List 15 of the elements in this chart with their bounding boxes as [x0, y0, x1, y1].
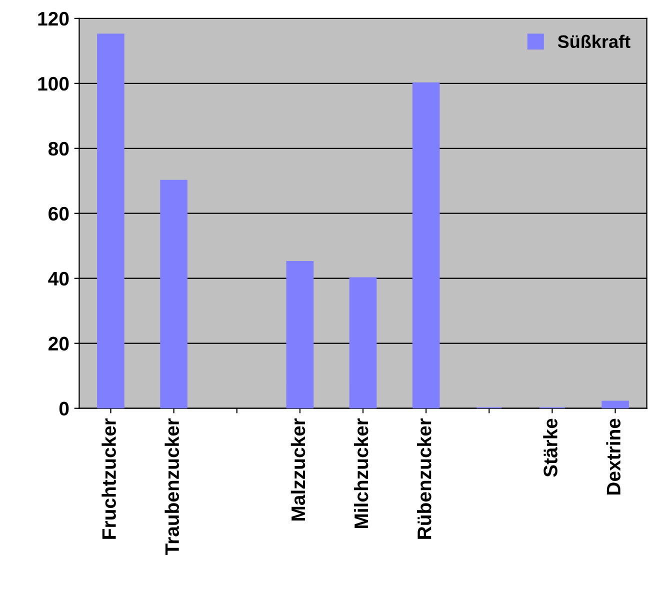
x-tick-label: Stärke [543, 418, 558, 477]
y-tick-label: 120 [38, 12, 69, 26]
x-tick-label: Dextrine [606, 418, 620, 495]
y-tick-label: 20 [48, 336, 69, 351]
y-tick-label: 0 [59, 402, 69, 416]
y-tick-label: 60 [48, 206, 69, 221]
x-tick-label: Fruchtzucker [102, 418, 116, 539]
x-tick-label: Rübenzucker [417, 418, 432, 539]
x-tick-label: Malzzucker [290, 418, 306, 520]
y-tick-label: 100 [38, 76, 69, 91]
legend-label: Süßkraft [558, 34, 630, 48]
x-tick-label: Traubenzucker [164, 418, 180, 556]
x-tick-label: Milchzucker [354, 418, 368, 528]
y-tick-label: 80 [48, 142, 69, 156]
y-tick-label: 40 [48, 272, 69, 286]
